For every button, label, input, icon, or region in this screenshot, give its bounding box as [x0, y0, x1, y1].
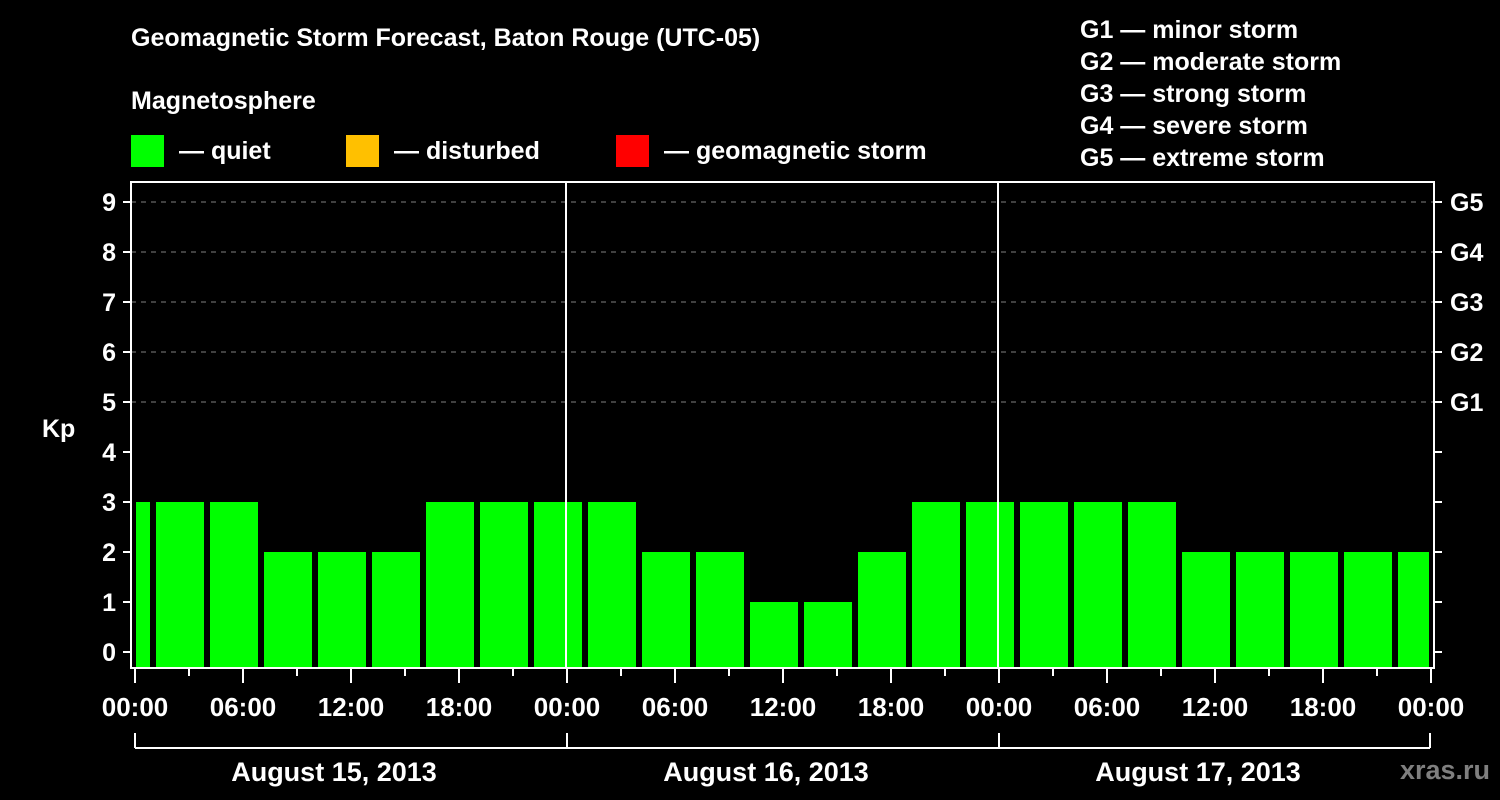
x-tick-label: 18:00 — [858, 692, 925, 722]
x-tick-label: 00:00 — [102, 692, 169, 722]
chart-title: Geomagnetic Storm Forecast, Baton Rouge … — [131, 24, 761, 52]
kp-bar — [750, 602, 798, 667]
kp-bar — [318, 552, 366, 667]
legend-swatch-storm — [616, 135, 649, 167]
x-tick-label: 00:00 — [1398, 692, 1465, 722]
kp-bar — [426, 502, 474, 667]
y-tick-label: 4 — [102, 439, 116, 467]
legend-label-quiet: — quiet — [179, 136, 271, 165]
x-tick-label: 00:00 — [534, 692, 601, 722]
x-tick-label: 18:00 — [426, 692, 493, 722]
g-scale-item-g2: G2 — moderate storm — [1080, 48, 1342, 76]
kp-bar — [136, 502, 150, 667]
x-tick-label: 12:00 — [750, 692, 817, 722]
kp-bar — [642, 552, 690, 667]
day-label: August 16, 2013 — [663, 757, 869, 787]
kp-bar — [1128, 502, 1176, 667]
kp-bar — [1344, 552, 1392, 667]
y-tick-label: 7 — [102, 289, 116, 317]
chart-axes — [123, 181, 1442, 749]
kp-bar — [264, 552, 312, 667]
g-scale-label-g1: G1 — [1450, 389, 1483, 417]
y-tick-label: 0 — [102, 639, 116, 667]
g-scale-label-g4: G4 — [1450, 239, 1483, 267]
legend-label-storm: — geomagnetic storm — [664, 136, 927, 165]
x-tick-label: 12:00 — [1182, 692, 1249, 722]
kp-bar — [1236, 552, 1284, 667]
g-scale-legend: G1 — minor storm G2 — moderate storm G3 … — [1080, 14, 1341, 174]
g-scale-label-g5: G5 — [1450, 189, 1483, 217]
kp-bar — [1290, 552, 1338, 667]
chart-subtitle: Magnetosphere — [131, 87, 316, 115]
kp-bar — [804, 602, 852, 667]
x-tick-label: 06:00 — [642, 692, 709, 722]
y-tick-label: 2 — [102, 539, 116, 567]
g-scale-item-g4: G4 — severe storm — [1080, 112, 1308, 140]
g-scale-label-g2: G2 — [1450, 339, 1483, 367]
legend-disturbed: — disturbed — [346, 135, 540, 167]
kp-bar — [372, 552, 420, 667]
g-scale-label-g3: G3 — [1450, 289, 1483, 317]
kp-bar — [1020, 502, 1068, 667]
y-tick-label: 9 — [102, 189, 116, 217]
day-label: August 15, 2013 — [231, 757, 437, 787]
x-tick-label: 12:00 — [318, 692, 385, 722]
x-tick-label: 00:00 — [966, 692, 1033, 722]
grid-lines — [131, 201, 1434, 403]
kp-bar — [858, 552, 906, 667]
legend-swatch-quiet — [131, 135, 164, 167]
kp-bar — [480, 502, 528, 667]
y-tick-label: 5 — [102, 389, 116, 417]
kp-bar — [696, 552, 744, 667]
x-tick-label: 06:00 — [1074, 692, 1141, 722]
x-tick-label: 06:00 — [210, 692, 277, 722]
x-tick-label: 18:00 — [1290, 692, 1357, 722]
watermark: xras.ru — [1399, 755, 1490, 785]
kp-bar — [966, 502, 1014, 667]
legend-storm: — geomagnetic storm — [616, 135, 927, 167]
y-axis-label: Kp — [42, 415, 75, 443]
legend-swatch-disturbed — [346, 135, 379, 167]
legend-label-disturbed: — disturbed — [394, 136, 540, 165]
g-scale-item-g5: G5 — extreme storm — [1080, 144, 1325, 172]
kp-bar — [210, 502, 258, 667]
y-tick-label: 3 — [102, 489, 116, 517]
kp-bar — [1182, 552, 1230, 667]
g-scale-item-g3: G3 — strong storm — [1080, 80, 1307, 108]
y-tick-label: 8 — [102, 239, 116, 267]
kp-bar — [588, 502, 636, 667]
day-label: August 17, 2013 — [1095, 757, 1301, 787]
kp-bars — [136, 502, 1429, 667]
y-tick-label: 6 — [102, 339, 116, 367]
kp-bar — [156, 502, 204, 667]
axis-labels: 0 1 2 3 4 5 6 7 8 9 Kp G1 G2 G3 G4 G5 00:00 06:00 12:00 18:… — [42, 189, 1483, 787]
y-tick-label: 1 — [102, 589, 116, 617]
kp-bar — [912, 502, 960, 667]
kp-bar — [1074, 502, 1122, 667]
kp-bar — [1398, 552, 1429, 667]
kp-bar — [534, 502, 582, 667]
legend-quiet: — quiet — [131, 135, 271, 167]
g-scale-item-g1: G1 — minor storm — [1080, 16, 1299, 44]
